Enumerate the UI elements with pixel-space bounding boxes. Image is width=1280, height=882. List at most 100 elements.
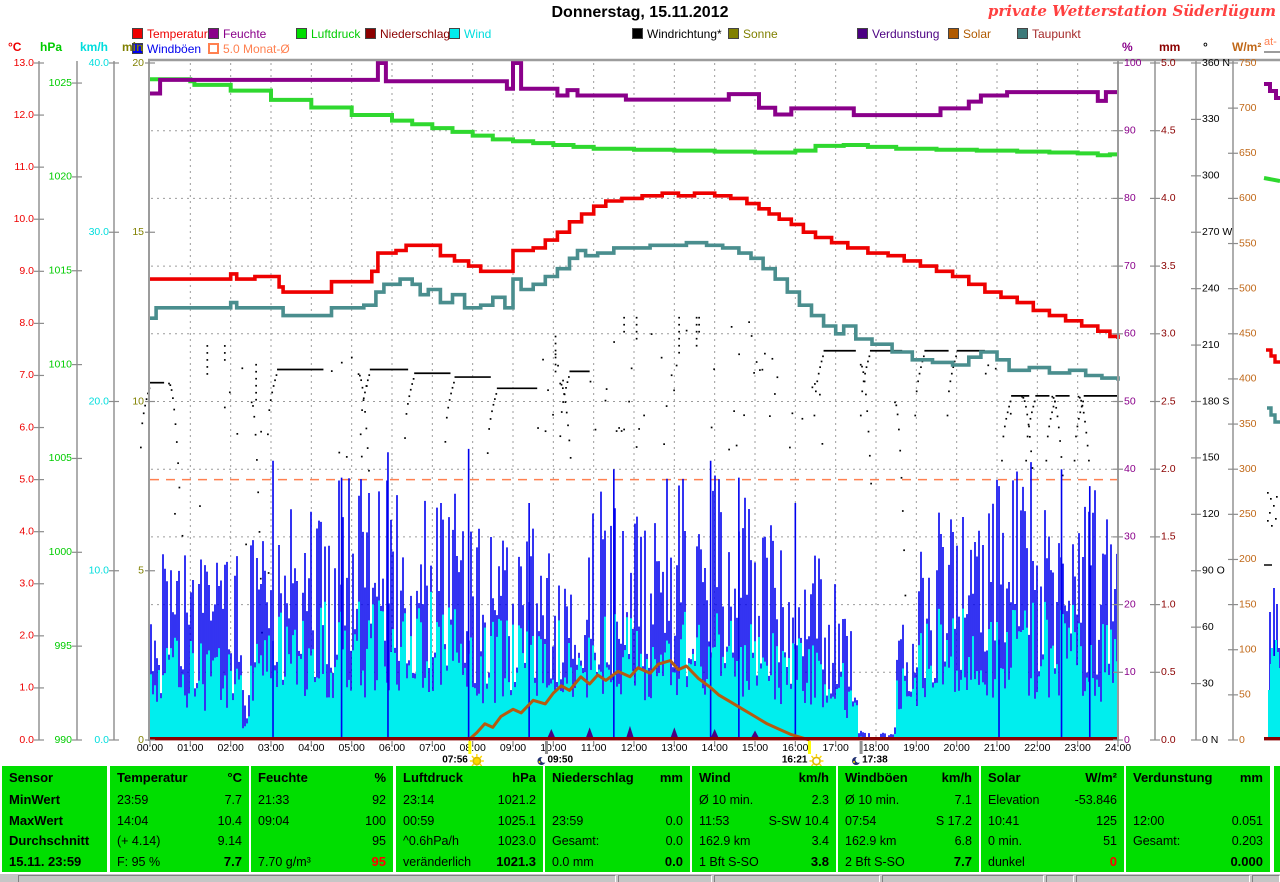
solar-line	[467, 659, 810, 742]
svg-text:550: 550	[1239, 237, 1257, 249]
svg-text:00:00: 00:00	[137, 742, 163, 754]
svg-text:14:00: 14:00	[702, 742, 728, 754]
svg-text:200: 200	[1239, 553, 1257, 565]
legend-label: Sonne	[743, 26, 778, 41]
svg-text:15:00: 15:00	[742, 742, 768, 754]
svg-text:90: 90	[1124, 124, 1136, 136]
table-column-verdunstung: Verdunstung mm 12:00 0.051 Gesamt: 0.203 0.000	[1126, 766, 1270, 872]
svg-text:650: 650	[1239, 147, 1257, 159]
svg-text:7.0: 7.0	[19, 369, 34, 381]
svg-text:02:00: 02:00	[218, 742, 244, 754]
page-title: Donnerstag, 15.11.2012	[551, 4, 729, 21]
table-row: (+ 4.14) 9.14	[117, 834, 242, 848]
table-row: 162.9 km 3.4	[699, 834, 829, 848]
svg-text:04:00: 04:00	[298, 742, 324, 754]
table-column-header: Solar W/m²	[988, 770, 1117, 785]
legend-item-sonne: Sonne	[728, 27, 778, 40]
table-row: MinWert	[9, 792, 61, 807]
svg-text:20:00: 20:00	[944, 742, 970, 754]
table-column-header: Feuchte%	[258, 770, 386, 785]
table-row: 14:04 10.4	[117, 813, 242, 828]
table-row: 0 min. 51	[988, 834, 1117, 848]
table-column-header: Wind km/h	[699, 770, 829, 785]
legend-swatch-icon	[132, 43, 143, 54]
svg-text:21:00: 21:00	[984, 742, 1010, 754]
table-row: Ø 10 min. 7.1	[845, 793, 972, 807]
axis-unit-Wm: W/m²	[1232, 40, 1262, 54]
svg-text:270 W: 270 W	[1202, 226, 1232, 238]
temperature-line	[150, 191, 1120, 339]
table-row: 21:33 92	[258, 793, 386, 807]
status-bar-panel	[1046, 875, 1074, 882]
svg-text:01:00: 01:00	[177, 742, 203, 754]
svg-text:1025: 1025	[49, 77, 73, 89]
svg-text:90 O: 90 O	[1202, 565, 1225, 577]
svg-text:1020: 1020	[49, 171, 73, 183]
svg-text:2.0: 2.0	[1161, 463, 1176, 475]
svg-text:210: 210	[1202, 339, 1220, 351]
table-column-header: Windböen km/h	[845, 770, 972, 785]
svg-text:240: 240	[1202, 282, 1220, 294]
legend-swatch-icon	[632, 28, 643, 39]
axis-unit-%: %	[1122, 40, 1133, 54]
legend-item-wind: Wind	[449, 27, 491, 40]
svg-text:10.0: 10.0	[89, 565, 110, 577]
svg-text:0.5: 0.5	[1161, 666, 1176, 678]
legend-label: 5.0 Monat-Ø	[223, 41, 290, 56]
status-bar-panel	[882, 875, 1044, 882]
table-column-sensor: Sensor MinWert MaxWert Durchschnitt 15.11. 2…	[2, 766, 107, 872]
legend-label: Taupunkt	[1032, 26, 1081, 41]
x-axis-labels: 00:00 01:00 02:00 03:00 04:00 05:00 06:00 07:00…	[137, 741, 1131, 754]
svg-text:at-: at-	[1264, 36, 1277, 48]
svg-text:3.0: 3.0	[1161, 328, 1176, 340]
legend-label: Solar	[963, 26, 992, 41]
svg-text:0: 0	[1239, 734, 1245, 746]
svg-text:30: 30	[1202, 677, 1214, 689]
status-bar-panel	[714, 875, 880, 882]
svg-text:150: 150	[1239, 598, 1257, 610]
legend-label: Wind	[464, 26, 492, 41]
dewpoint-line	[150, 240, 1120, 381]
table-row: 95	[372, 834, 386, 848]
svg-text:60: 60	[1202, 621, 1214, 633]
svg-text:0 N: 0 N	[1202, 734, 1218, 746]
table-row: 11:53 S-SW 10.4	[699, 813, 829, 828]
table-row: 0.000	[1230, 853, 1263, 869]
legend-item-verdunstung: Verdunstung	[857, 27, 939, 40]
table-row: Durchschnitt	[9, 833, 90, 848]
wind-and-gust-bars	[150, 448, 1118, 740]
svg-text:330: 330	[1202, 113, 1220, 125]
svg-text:20.0: 20.0	[89, 395, 110, 407]
svg-text:13.0: 13.0	[14, 57, 35, 69]
svg-text:2.0: 2.0	[19, 630, 34, 642]
status-bar	[0, 874, 1280, 882]
svg-text:990: 990	[54, 734, 72, 746]
svg-text:750: 750	[1239, 57, 1257, 69]
axis-unit-°: °	[1203, 40, 1208, 54]
svg-text:06:00: 06:00	[379, 742, 405, 754]
legend-swatch-icon	[948, 28, 959, 39]
station-name: private Wetterstation Süderlügum	[987, 2, 1276, 20]
svg-text:20: 20	[132, 57, 144, 69]
svg-text:180 S: 180 S	[1202, 395, 1229, 407]
svg-text:80: 80	[1124, 192, 1136, 204]
table-row: Gesamt: 0.0	[552, 834, 683, 848]
svg-text:10:00: 10:00	[540, 742, 566, 754]
svg-text:09:00: 09:00	[500, 742, 526, 754]
table-row: F: 95 % 7.7	[117, 853, 242, 869]
svg-text:70: 70	[1124, 260, 1136, 272]
legend-swatch-icon	[296, 28, 307, 39]
svg-text:0.0: 0.0	[19, 734, 34, 746]
svg-text:60: 60	[1124, 328, 1136, 340]
legend-swatch-icon	[449, 28, 460, 39]
table-row: 10:41 125	[988, 813, 1117, 828]
table-row: 23:14 1021.2	[403, 793, 536, 807]
table-row: 15.11. 23:59	[9, 853, 82, 869]
table-column-header: Sensor	[9, 770, 54, 785]
svg-text:700: 700	[1239, 102, 1257, 114]
legend-swatch-icon	[728, 28, 739, 39]
axis-unit-min: min	[122, 40, 144, 54]
svg-text:17:00: 17:00	[823, 742, 849, 754]
legend-swatch-icon	[1017, 28, 1028, 39]
humidity-line	[150, 61, 1118, 118]
